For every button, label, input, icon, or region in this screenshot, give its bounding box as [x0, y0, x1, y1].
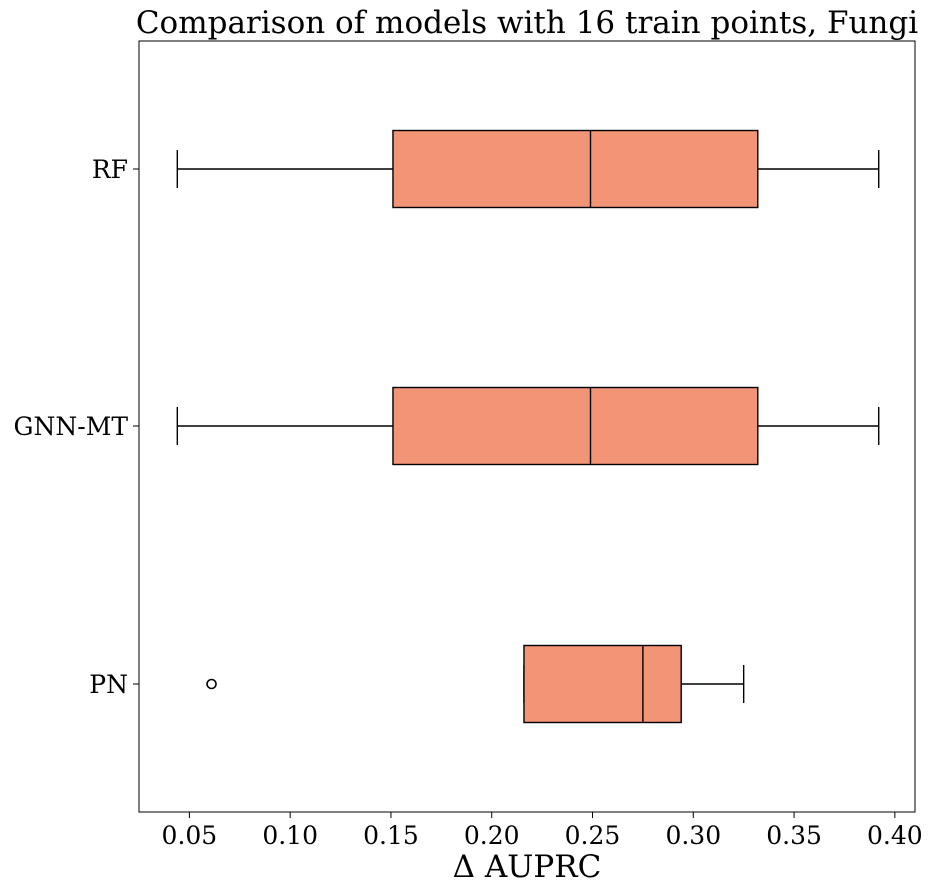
y-category-label: GNN-MT: [14, 412, 129, 441]
x-tick-label: 0.25: [565, 821, 621, 850]
x-tick-label: 0.30: [665, 821, 721, 850]
iqr-box: [392, 386, 759, 466]
plot-marks: [176, 129, 880, 724]
box-group-gnn-mt: [176, 386, 880, 466]
y-axis-ticks: RF GNN-MT PN: [14, 155, 139, 699]
x-tick-label: 0.05: [162, 821, 218, 850]
y-category-label: RF: [92, 155, 128, 184]
x-axis-label: Δ AUPRC: [453, 849, 602, 885]
x-tick-label: 0.15: [363, 821, 419, 850]
x-tick-label: 0.20: [464, 821, 520, 850]
x-tick-label: 0.35: [766, 821, 822, 850]
x-tick-label: 0.10: [262, 821, 318, 850]
x-tick-label: 0.40: [867, 821, 923, 850]
iqr-box: [392, 129, 759, 209]
outlier-point: [206, 678, 217, 690]
box-group-pn: [206, 644, 745, 724]
iqr-box: [523, 644, 682, 724]
y-category-label: PN: [89, 670, 128, 699]
chart-title: Comparison of models with 16 train point…: [136, 5, 918, 41]
box-group-rf: [176, 129, 880, 209]
x-axis-ticks: 0.05 0.10 0.15 0.20 0.25 0.30 0.35 0.40: [162, 812, 923, 850]
